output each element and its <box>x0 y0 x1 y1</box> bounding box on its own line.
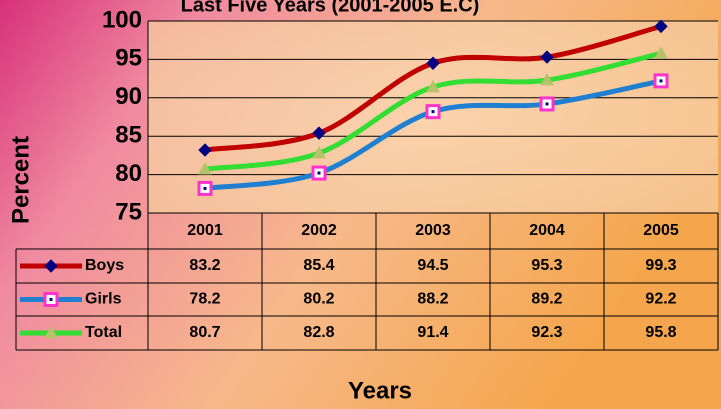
table-value: 78.2 <box>189 291 220 308</box>
x-tick-label: 2002 <box>301 222 337 239</box>
legend-label: Total <box>85 324 122 341</box>
legend-label: Boys <box>85 257 124 274</box>
y-tick-label: 75 <box>115 198 142 225</box>
y-tick-label: 95 <box>115 45 142 72</box>
table-value: 94.5 <box>417 257 448 274</box>
marker <box>198 143 212 157</box>
legend-label: Girls <box>85 291 122 308</box>
table-value: 82.8 <box>303 324 334 341</box>
marker <box>426 80 440 93</box>
chart-title: Last Five Years (2001-2005 E.C) <box>181 0 480 16</box>
marker <box>44 325 58 339</box>
y-tick-label: 90 <box>115 83 142 110</box>
marker-center <box>659 79 663 83</box>
x-axis-label: Years <box>348 377 412 404</box>
marker-center <box>49 298 53 301</box>
marker <box>426 56 440 70</box>
marker-center <box>317 171 321 175</box>
table-value: 80.2 <box>303 291 334 308</box>
marker <box>654 46 668 59</box>
y-tick-label: 85 <box>115 122 142 149</box>
marker <box>44 259 58 273</box>
table-value: 92.2 <box>645 291 676 308</box>
marker <box>198 162 212 175</box>
marker <box>540 73 554 86</box>
y-tick-label: 100 <box>102 6 142 33</box>
marker <box>654 19 668 34</box>
table-value: 99.3 <box>645 257 676 274</box>
table-value: 85.4 <box>303 257 334 274</box>
table-value: 83.2 <box>189 257 220 274</box>
x-tick-label: 2003 <box>415 222 451 239</box>
table-value: 95.3 <box>531 257 562 274</box>
marker <box>312 126 326 140</box>
table-value: 80.7 <box>189 324 220 341</box>
table-value: 89.2 <box>531 291 562 308</box>
table-value: 88.2 <box>417 291 448 308</box>
marker <box>312 146 326 159</box>
marker-center <box>203 186 207 190</box>
marker <box>540 50 554 64</box>
y-tick-label: 80 <box>115 160 142 187</box>
table-value: 92.3 <box>531 324 562 341</box>
marker-center <box>545 102 549 106</box>
marker-center <box>431 110 435 114</box>
y-axis-label: Percent <box>7 136 34 224</box>
table-value: 95.8 <box>645 324 676 341</box>
x-tick-label: 2005 <box>643 222 679 239</box>
table-value: 91.4 <box>417 324 448 341</box>
x-tick-label: 2004 <box>529 222 565 239</box>
x-tick-label: 2001 <box>187 222 223 239</box>
